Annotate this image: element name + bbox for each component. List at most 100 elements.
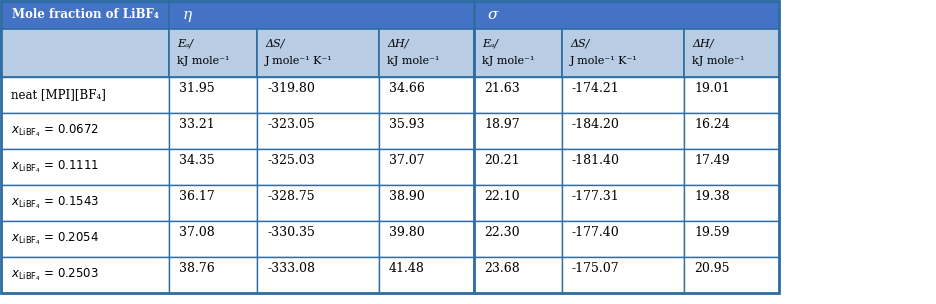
Text: 23.68: 23.68 — [484, 262, 519, 275]
Text: 22.30: 22.30 — [484, 226, 519, 240]
Bar — [474, 257, 562, 293]
Bar — [474, 77, 562, 113]
Bar — [257, 149, 379, 185]
Bar — [474, 185, 562, 221]
Bar — [684, 29, 779, 77]
Bar — [379, 77, 474, 113]
Bar — [562, 149, 684, 185]
Text: -177.31: -177.31 — [572, 191, 620, 203]
Bar — [474, 29, 562, 77]
Bar — [474, 149, 562, 185]
Bar — [684, 221, 779, 257]
Text: 33.21: 33.21 — [179, 119, 214, 132]
Bar — [169, 221, 257, 257]
Text: ΔH/: ΔH/ — [692, 39, 713, 49]
Bar — [169, 77, 257, 113]
Text: $x_{\mathregular{LiBF_4}}$ = 0.2054: $x_{\mathregular{LiBF_4}}$ = 0.2054 — [11, 231, 99, 247]
Text: ΔS/: ΔS/ — [265, 39, 285, 49]
Bar — [379, 29, 474, 77]
Text: -175.07: -175.07 — [572, 262, 620, 275]
Bar — [169, 257, 257, 293]
Bar — [379, 149, 474, 185]
Text: 39.80: 39.80 — [389, 226, 425, 240]
Text: Mole fraction of LiBF₄: Mole fraction of LiBF₄ — [11, 9, 158, 22]
Text: $x_{\mathregular{LiBF_4}}$ = 0.1111: $x_{\mathregular{LiBF_4}}$ = 0.1111 — [11, 159, 99, 175]
Text: -319.80: -319.80 — [267, 82, 314, 95]
Bar — [169, 1, 474, 29]
Text: kJ mole⁻¹: kJ mole⁻¹ — [177, 56, 229, 66]
Text: kJ mole⁻¹: kJ mole⁻¹ — [482, 56, 534, 66]
Text: 41.48: 41.48 — [389, 262, 425, 275]
Text: -177.40: -177.40 — [572, 226, 620, 240]
Bar — [684, 77, 779, 113]
Text: 16.24: 16.24 — [694, 119, 730, 132]
Text: 20.21: 20.21 — [484, 154, 519, 168]
Bar — [474, 221, 562, 257]
Bar — [562, 77, 684, 113]
Text: Eₐ/: Eₐ/ — [177, 39, 193, 49]
Bar — [1, 221, 169, 257]
Text: η: η — [183, 8, 192, 22]
Bar — [1, 77, 169, 113]
Bar — [169, 185, 257, 221]
Bar — [169, 149, 257, 185]
Bar — [562, 113, 684, 149]
Bar — [379, 113, 474, 149]
Text: J mole⁻¹ K⁻¹: J mole⁻¹ K⁻¹ — [265, 56, 333, 66]
Text: 35.93: 35.93 — [389, 119, 425, 132]
Bar — [562, 185, 684, 221]
Text: 38.90: 38.90 — [389, 191, 425, 203]
Text: 22.10: 22.10 — [484, 191, 519, 203]
Bar — [562, 221, 684, 257]
Bar — [379, 257, 474, 293]
Bar — [1, 29, 169, 77]
Bar — [257, 257, 379, 293]
Bar — [684, 185, 779, 221]
Bar — [1, 257, 169, 293]
Text: 34.35: 34.35 — [179, 154, 214, 168]
Bar — [257, 29, 379, 77]
Bar — [257, 221, 379, 257]
Text: 17.49: 17.49 — [694, 154, 730, 168]
Text: 37.08: 37.08 — [179, 226, 214, 240]
Bar — [684, 113, 779, 149]
Text: -328.75: -328.75 — [267, 191, 314, 203]
Bar — [562, 29, 684, 77]
Text: -174.21: -174.21 — [572, 82, 620, 95]
Text: kJ mole⁻¹: kJ mole⁻¹ — [387, 56, 439, 66]
Bar — [1, 149, 169, 185]
Bar — [1, 1, 779, 293]
Text: -184.20: -184.20 — [572, 119, 620, 132]
Text: $x_{\mathregular{LiBF_4}}$ = 0.0672: $x_{\mathregular{LiBF_4}}$ = 0.0672 — [11, 123, 99, 139]
Text: J mole⁻¹ K⁻¹: J mole⁻¹ K⁻¹ — [570, 56, 637, 66]
Text: ΔS/: ΔS/ — [570, 39, 590, 49]
Text: kJ mole⁻¹: kJ mole⁻¹ — [692, 56, 744, 66]
Text: 19.01: 19.01 — [694, 82, 730, 95]
Text: -323.05: -323.05 — [267, 119, 314, 132]
Bar — [379, 221, 474, 257]
Text: $x_{\mathregular{LiBF_4}}$ = 0.1543: $x_{\mathregular{LiBF_4}}$ = 0.1543 — [11, 195, 99, 211]
Bar — [474, 113, 562, 149]
Text: 31.95: 31.95 — [179, 82, 214, 95]
Text: $x_{\mathregular{LiBF_4}}$ = 0.2503: $x_{\mathregular{LiBF_4}}$ = 0.2503 — [11, 267, 98, 283]
Text: 34.66: 34.66 — [389, 82, 425, 95]
Bar — [379, 185, 474, 221]
Bar — [257, 77, 379, 113]
Bar — [257, 113, 379, 149]
Bar — [1, 113, 169, 149]
Text: -325.03: -325.03 — [267, 154, 314, 168]
Text: 37.07: 37.07 — [389, 154, 425, 168]
Text: ΔH/: ΔH/ — [387, 39, 408, 49]
Bar — [169, 113, 257, 149]
Bar — [562, 257, 684, 293]
Text: 20.95: 20.95 — [694, 262, 729, 275]
Text: -333.08: -333.08 — [267, 262, 315, 275]
Bar — [169, 29, 257, 77]
Bar — [1, 185, 169, 221]
Bar — [474, 1, 779, 29]
Bar — [684, 257, 779, 293]
Text: 21.63: 21.63 — [484, 82, 519, 95]
Text: neat [MPI][BF₄]: neat [MPI][BF₄] — [11, 88, 106, 102]
Text: σ: σ — [488, 8, 498, 22]
Text: 38.76: 38.76 — [179, 262, 214, 275]
